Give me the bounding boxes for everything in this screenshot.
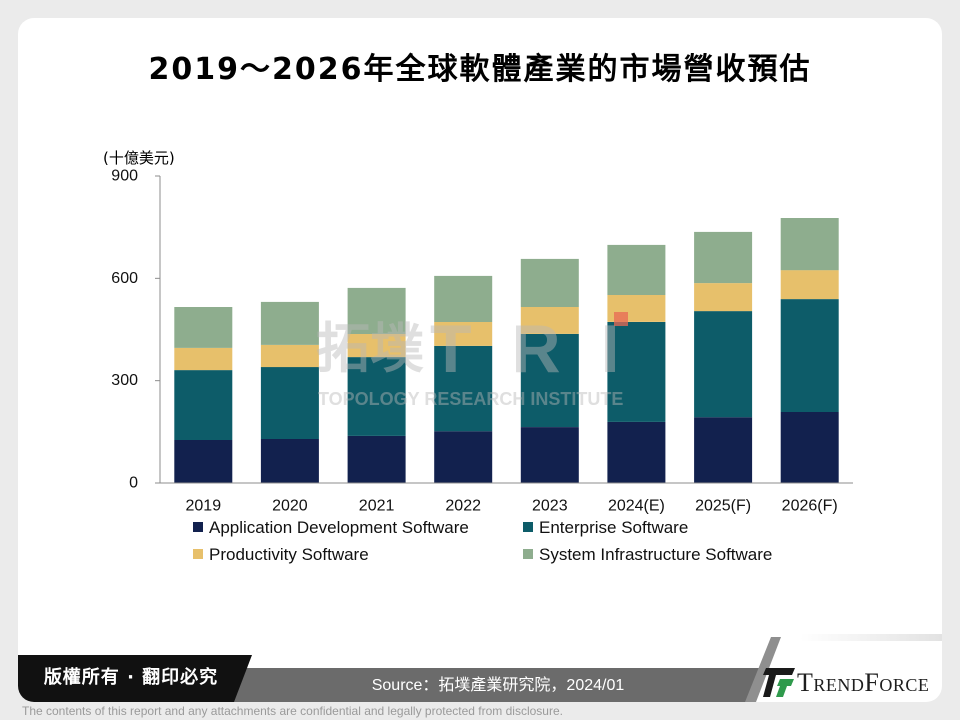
legend-label: System Infrastructure Software [539,545,773,564]
x-tick-label-2023: 2023 [532,498,568,515]
legend-label: Productivity Software [209,545,369,564]
trendforce-logo-icon [763,668,795,697]
bar-application-development-software-2020 [260,439,319,483]
bar-enterprise-software-2021 [347,357,406,436]
bar-productivity-software-2022 [434,322,493,346]
y-tick-label-300: 300 [111,372,138,389]
stacked-bar-chart: 2019 2020 2021 2022 2023 2024(E) 2025(F) 2026(F… [111,168,853,515]
bar-enterprise-software-2024-e [607,322,666,422]
legend-item-enterprise-software: Enterprise Software [523,518,688,538]
bar-system-infrastructure-software-2025-f [694,231,753,284]
bar-enterprise-software-2019 [174,370,233,440]
x-tick-label-2024-e: 2024(E) [608,498,665,515]
bar-productivity-software-2026-f [780,270,839,300]
bar-system-infrastructure-software-2026-f [780,218,839,271]
decor-band [800,634,942,641]
bar-enterprise-software-2020 [260,367,319,439]
x-tick-label-2026-f: 2026(F) [782,498,838,515]
bar-enterprise-software-2025-f [694,311,753,418]
bar-system-infrastructure-software-2019 [174,307,233,348]
copyright-box [18,655,252,702]
trendforce-logo-text: TrendForce [797,668,930,697]
bar-application-development-software-2025-f [694,417,753,483]
legend-item-productivity-software: Productivity Software [193,545,369,565]
copyright-notice: 版權所有 · 翻印必究 [43,667,219,688]
bar-enterprise-software-2022 [434,345,493,432]
bar-application-development-software-2022 [434,431,493,483]
bar-productivity-software-2025-f [694,283,753,312]
confidentiality-disclaimer: The contents of this report and any atta… [22,704,563,718]
y-tick-label-0: 0 [129,475,138,492]
legend-swatch [523,522,533,532]
legend-swatch [193,522,203,532]
bar-enterprise-software-2023 [520,333,579,427]
legend-label: Enterprise Software [539,518,689,537]
bar-application-development-software-2024-e [607,421,666,483]
legend-swatch [523,549,533,559]
legend-swatch [193,549,203,559]
bar-application-development-software-2021 [347,435,406,483]
bar-system-infrastructure-software-2023 [520,258,579,307]
bar-productivity-software-2019 [174,347,233,371]
x-tick-label-2025-f: 2025(F) [695,498,751,515]
y-tick-label-600: 600 [111,270,138,287]
source-bar [232,668,764,702]
y-axis-unit-label: (十億美元) [103,149,175,167]
bar-application-development-software-2019 [174,440,233,483]
decor-stripe [745,637,781,702]
bar-system-infrastructure-software-2020 [260,301,319,345]
y-tick-label-900: 900 [111,168,138,185]
x-tick-label-2021: 2021 [359,498,395,515]
x-tick-label-2019: 2019 [186,498,222,515]
bar-productivity-software-2023 [520,307,579,334]
bar-enterprise-software-2026-f [780,299,839,412]
bar-productivity-software-2020 [260,344,319,368]
watermark-red-square [614,312,628,326]
legend-item-system-infrastructure-software: System Infrastructure Software [523,545,772,565]
chart-title: 2019～2026年全球軟體產業的市場營收預估 [148,52,812,87]
legend-item-application-development-software: Application Development Software [193,518,469,538]
legend-label: Application Development Software [209,518,469,537]
source-text: Source：拓墣產業研究院，2024/01 [371,677,625,694]
bar-system-infrastructure-software-2022 [434,275,493,322]
x-tick-label-2020: 2020 [272,498,308,515]
bar-application-development-software-2023 [520,427,579,483]
x-tick-label-2022: 2022 [445,498,481,515]
bar-application-development-software-2026-f [780,412,839,483]
bar-system-infrastructure-software-2024-e [607,244,666,295]
bar-productivity-software-2021 [347,333,406,358]
bar-system-infrastructure-software-2021 [347,287,406,334]
